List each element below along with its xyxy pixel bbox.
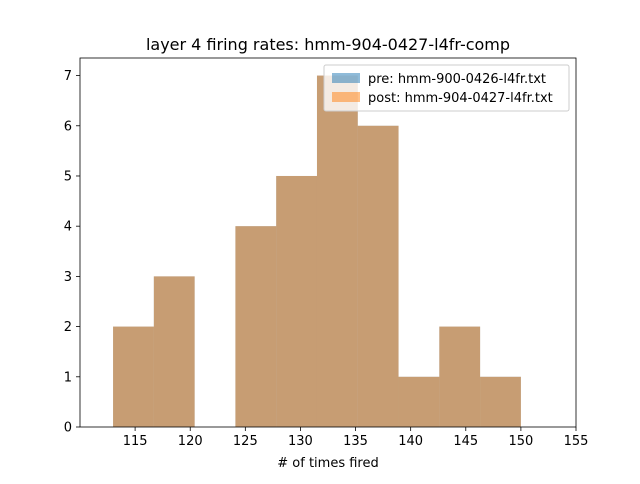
plot-area: 115 120 125 130 135 140 145 150 155 0 1 2 3 4 5 6 7 [64,57,589,449]
x-tick-label: 125 [233,434,258,449]
x-tick-label: 155 [564,434,589,449]
legend-box [323,64,570,112]
x-tick-label: 145 [453,434,478,449]
series-2-bar [153,276,195,427]
legend-label-2: post: hmm-904-0427-l4fr.txt [368,91,553,106]
y-tick-label: 2 [64,320,72,335]
series-2-bar [480,376,521,427]
y-tick-label: 5 [64,169,72,184]
series-2-bar [316,75,358,428]
legend: pre: hmm-900-0426-l4fr.txt post: hmm-904-… [323,64,570,112]
axes-frame [79,57,577,428]
series-2-bars [113,75,521,428]
legend-label-1: pre: hmm-900-0426-l4fr.txt [368,72,546,87]
x-tick-label: 150 [508,434,533,449]
x-axis-label: # of times fired [277,456,378,471]
y-tick-label: 7 [64,69,72,84]
y-tick-label: 4 [64,220,72,235]
series-2-bar [398,376,440,427]
series-2-bar [439,326,481,427]
x-tick-label: 135 [343,434,368,449]
y-tick-label: 0 [64,421,72,436]
y-tick-label: 3 [64,270,72,285]
series-2-bar [276,175,317,427]
x-tick-label: 120 [178,434,203,449]
x-tick-label: 140 [398,434,423,449]
x-tick-label: 130 [288,434,313,449]
y-tick-label: 1 [64,370,72,385]
series-2-bar [357,125,399,427]
chart-title: layer 4 firing rates: hmm-904-0427-l4fr-… [146,35,510,54]
series-2-bar [235,226,277,427]
legend-swatch-2 [332,92,360,102]
legend-swatch-1 [332,73,360,83]
series-2-bar [113,326,154,427]
y-tick-label: 6 [64,119,72,134]
x-tick-label: 115 [123,434,148,449]
